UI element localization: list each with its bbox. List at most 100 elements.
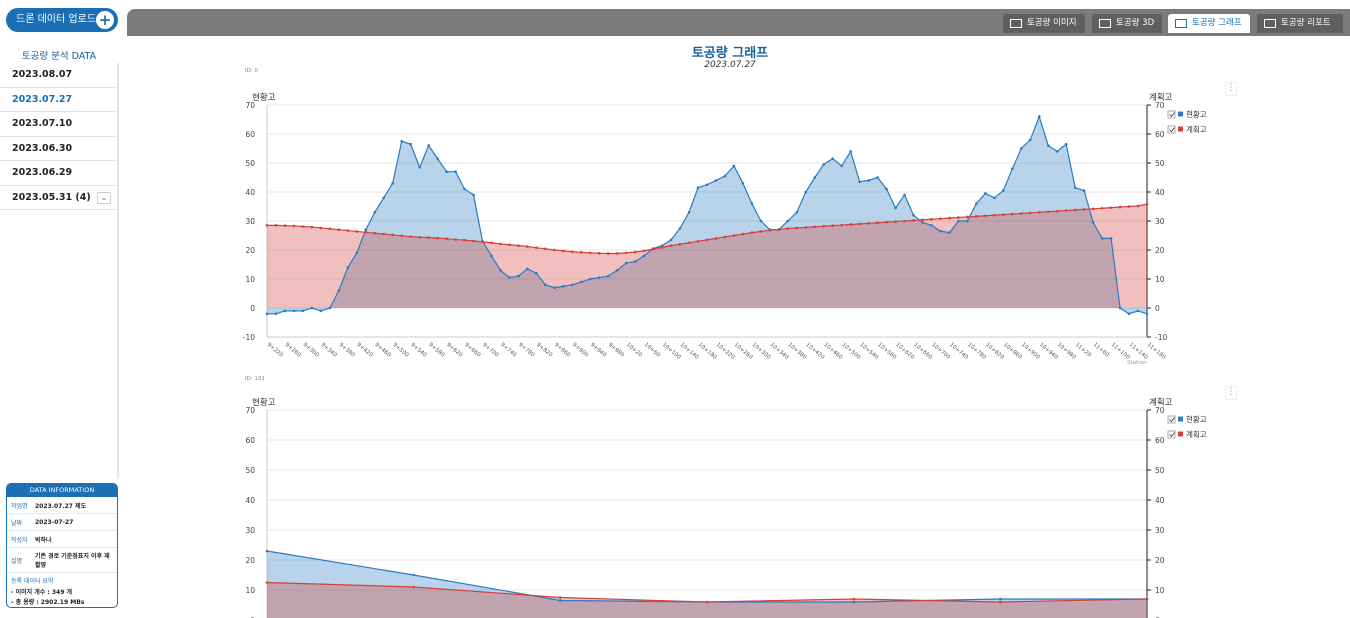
point (436, 157, 439, 160)
point (382, 196, 386, 200)
tab[interactable]: 토공량 그래프 (1168, 14, 1250, 33)
point (831, 224, 835, 227)
chart-menu[interactable]: ⋮ (1225, 386, 1237, 400)
point (301, 225, 305, 228)
x-tick-label: 9+900 (571, 342, 589, 359)
x-tick-label: 10+100 (661, 342, 682, 361)
y2-axis-title: 계획고 (1149, 92, 1173, 103)
point (517, 274, 520, 278)
y2-tick-label: 40 (1155, 496, 1165, 505)
point (624, 251, 628, 255)
point (412, 573, 415, 577)
legend-checkbox (1167, 430, 1176, 439)
x-tick-label: 9+740 (499, 342, 517, 359)
date-item[interactable]: 2023.06.30 (0, 137, 117, 161)
y2-tick-label: 20 (1155, 556, 1165, 565)
point (472, 239, 475, 243)
x-tick-label: 10+860 (1002, 342, 1023, 361)
y-tick-label: -10 (243, 333, 255, 342)
point (588, 277, 592, 281)
point (912, 219, 915, 222)
x-tick-label: 10+500 (840, 342, 861, 361)
point (292, 224, 296, 228)
upload-button[interactable]: 드론 데이터 업로드 + (6, 8, 118, 32)
page-title: 토공량 그래프 (691, 46, 769, 61)
dropdown-toggle[interactable]: ⌄ (97, 191, 111, 204)
point (606, 252, 610, 255)
legend-checkbox (1167, 110, 1176, 119)
tab[interactable]: 토공량 3D (1092, 14, 1162, 33)
point (265, 224, 269, 227)
date-item[interactable]: 2023.07.10 (0, 112, 117, 137)
sidebar-title: 토공량 분석 DATA (21, 51, 97, 62)
x-tick-label: 9+580 (427, 342, 445, 359)
x-tick-label: 10+420 (804, 342, 825, 361)
point (1145, 202, 1149, 206)
y2-tick-label: 60 (1155, 436, 1165, 445)
point (1100, 206, 1104, 210)
point (930, 217, 933, 221)
point (337, 228, 341, 231)
y-tick-label: 60 (245, 130, 255, 139)
tab[interactable]: 토공량 이미지 (1003, 14, 1085, 33)
point (759, 230, 763, 233)
y2-axis-title: 계획고 (1149, 397, 1173, 408)
chart-menu[interactable]: ⋮ (1225, 82, 1237, 96)
point (409, 142, 412, 146)
point (984, 214, 987, 218)
point (463, 187, 466, 191)
info-value: 2023-07-27 (35, 518, 74, 526)
legend-label: 계획고 (1186, 429, 1207, 439)
x-tick-label: 10+60 (643, 342, 661, 359)
date-item[interactable]: 2023.08.07 (0, 63, 117, 88)
x-tick-label: 9+540 (409, 342, 427, 359)
chart: ID: 101현황고계획고010203040506070010203040506… (245, 376, 1207, 618)
point (852, 600, 855, 604)
point (840, 164, 843, 168)
x-tick-label: 9+220 (266, 342, 284, 359)
legend-check (1169, 432, 1175, 438)
y2-tick-label: 30 (1155, 526, 1165, 535)
x-tick-label: 11+100 (1110, 342, 1131, 361)
point (1118, 306, 1122, 310)
point (705, 183, 709, 187)
point (544, 247, 547, 251)
date-item[interactable]: 2023.05.31 (4) ⌄ (0, 186, 117, 210)
point (984, 192, 987, 195)
tab-icon (1010, 19, 1022, 28)
scrollbar (117, 63, 119, 479)
y2-tick-label: -10 (1155, 333, 1167, 342)
tab[interactable]: 토공량 리포트 (1257, 14, 1343, 33)
point (1055, 150, 1059, 153)
y-axis-title: 현황고 (252, 92, 276, 103)
point (382, 232, 386, 236)
series-area (267, 551, 1147, 618)
point (1019, 212, 1023, 215)
date-item[interactable]: 2023.07.27 (0, 88, 117, 112)
point (283, 224, 287, 227)
point (265, 581, 269, 584)
point (741, 232, 745, 236)
point (795, 226, 799, 230)
y2-tick-label: 10 (1155, 586, 1165, 595)
point (633, 260, 637, 263)
point (597, 276, 601, 279)
point (1091, 207, 1095, 211)
point (912, 213, 915, 217)
y2-tick-label: 60 (1155, 130, 1165, 139)
date-item[interactable]: 2023.06.29 (0, 161, 117, 186)
x-tick-label: 10+300 (751, 342, 772, 361)
point (454, 170, 457, 173)
x-tick-label: 11+140 (1128, 342, 1149, 361)
point (813, 176, 817, 179)
point (283, 309, 287, 313)
point (1109, 237, 1113, 240)
point (795, 211, 799, 214)
x-tick-label: 9+500 (391, 342, 409, 359)
point (894, 220, 897, 223)
point (355, 251, 359, 255)
point (957, 216, 960, 219)
point (265, 312, 269, 316)
